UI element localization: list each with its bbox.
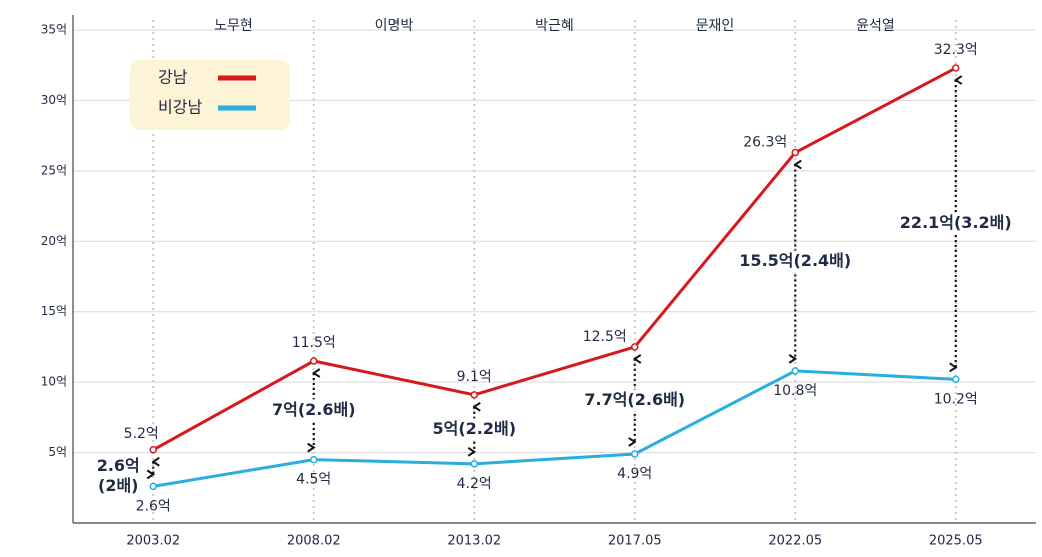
series-line	[152, 66, 957, 452]
value-label: 2.6억	[136, 498, 171, 514]
gap-label-bg	[585, 389, 685, 412]
gap-label: 7.7억(2.6배)	[584, 390, 685, 409]
period-label: 박근혜	[535, 18, 574, 34]
gap-label: 2.6억	[97, 456, 140, 475]
gap-label: (2배)	[98, 476, 138, 495]
gap-label-bg	[740, 250, 850, 273]
value-label: 10.2억	[934, 391, 978, 407]
gap-label-bg	[901, 212, 1011, 235]
x-tick-label: 2003.02	[126, 534, 180, 549]
point	[791, 148, 799, 157]
gap-label: 15.5억(2.4배)	[739, 251, 851, 270]
value-label: 26.3억	[743, 135, 787, 151]
y-tick-label: 35억	[41, 23, 67, 37]
point	[470, 391, 478, 399]
y-tick-label: 30억	[41, 93, 67, 107]
y-tick-label: 20억	[41, 234, 67, 248]
value-label: 4.2억	[457, 476, 492, 492]
y-tick-label: 15억	[41, 304, 67, 318]
point	[952, 64, 960, 72]
legend-label: 강남	[158, 68, 188, 87]
point	[631, 450, 639, 458]
value-label: 4.9억	[617, 466, 652, 482]
period-label: 노무현	[214, 18, 253, 34]
value-label: 11.5억	[292, 335, 336, 351]
point	[791, 367, 799, 375]
point	[310, 357, 318, 365]
gap-label-bg	[274, 399, 354, 422]
period-label: 윤석열	[856, 18, 895, 34]
period-label: 이명박	[375, 18, 414, 34]
y-tick-label: 25억	[41, 163, 67, 177]
point	[631, 343, 639, 351]
point	[310, 455, 318, 464]
value-label: 5.2억	[124, 426, 159, 442]
value-label: 12.5억	[583, 329, 627, 345]
point	[149, 446, 157, 454]
period-label: 문재인	[696, 18, 735, 34]
value-label: 10.8억	[773, 383, 817, 399]
value-label: 4.5억	[296, 472, 331, 488]
legend-label: 비강남	[158, 98, 202, 117]
gap-label: 5억(2.2배)	[432, 419, 516, 438]
series-line	[153, 369, 956, 488]
gap-label: 22.1억(3.2배)	[900, 213, 1012, 232]
gap-label: 7억(2.6배)	[272, 400, 356, 419]
x-tick-label: 2022.05	[768, 534, 822, 549]
point	[149, 482, 157, 491]
x-tick-label: 2013.02	[447, 534, 501, 549]
y-tick-label: 10억	[41, 375, 67, 389]
x-tick-label: 2025.05	[929, 534, 983, 549]
x-tick-label: 2008.02	[287, 534, 341, 549]
value-label: 9.1억	[457, 369, 492, 385]
point	[952, 375, 960, 384]
legend-box	[130, 60, 290, 130]
point	[470, 460, 478, 468]
y-tick-label: 5억	[48, 445, 67, 459]
x-tick-label: 2017.05	[608, 534, 662, 549]
value-label: 32.3억	[934, 42, 978, 58]
gap-label-bg	[434, 418, 514, 441]
